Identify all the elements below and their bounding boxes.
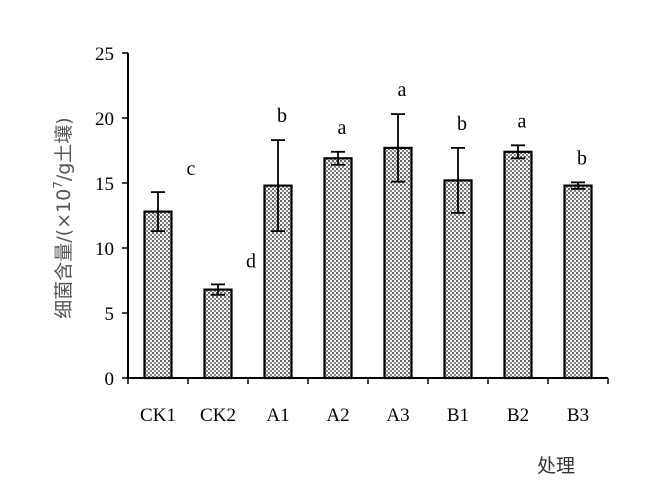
y-tick-label: 25 <box>95 44 114 65</box>
x-tick-label-a1: A1 <box>266 405 289 426</box>
error-bars-group <box>151 113 585 296</box>
y-tick-label: 20 <box>95 109 114 130</box>
significance-label-ck1: c <box>187 158 196 180</box>
bar-ck2 <box>203 288 233 380</box>
significance-label-a3: a <box>398 79 407 101</box>
significance-label-a1: b <box>277 105 287 127</box>
bar-a2 <box>323 157 353 380</box>
x-tick-label-ck2: CK2 <box>200 405 236 426</box>
labels-group: 0 5 10 15 20 25 c CK1 d CK2 b A1 a A2 a A3 b B1 a B2 b B3 <box>95 44 589 426</box>
y-axis-label-main: 细菌含量/(×10 <box>53 189 75 319</box>
y-axis-label-exponent: 7 <box>51 181 65 189</box>
x-axis-label: 处理 <box>537 455 575 477</box>
x-tick-label-ck1: CK1 <box>140 405 176 426</box>
x-tick-label-b1: B1 <box>447 405 469 426</box>
bars-group <box>143 146 593 380</box>
x-tick-label-a3: A3 <box>386 405 409 426</box>
axes-group <box>122 52 609 384</box>
x-tick-label-a2: A2 <box>326 405 349 426</box>
y-tick-label: 0 <box>105 369 115 390</box>
x-tick-label-b3: B3 <box>567 405 589 426</box>
significance-label-b3: b <box>577 147 587 169</box>
significance-label-ck2: d <box>246 250 256 272</box>
y-tick-label: 10 <box>95 239 114 260</box>
significance-label-a2: a <box>338 117 347 139</box>
bar-b3 <box>563 184 593 380</box>
y-tick-label: 15 <box>95 174 114 195</box>
bar-b2 <box>503 150 533 380</box>
significance-label-b2: a <box>518 110 527 132</box>
x-tick-label-b2: B2 <box>507 405 529 426</box>
significance-label-b1: b <box>457 113 467 135</box>
y-axis-label-tail: /g土壤) <box>53 117 75 181</box>
y-axis-label: 细菌含量/(×107/g土壤) <box>51 117 75 318</box>
bar-ck1 <box>143 210 173 380</box>
y-tick-label: 5 <box>105 304 115 325</box>
